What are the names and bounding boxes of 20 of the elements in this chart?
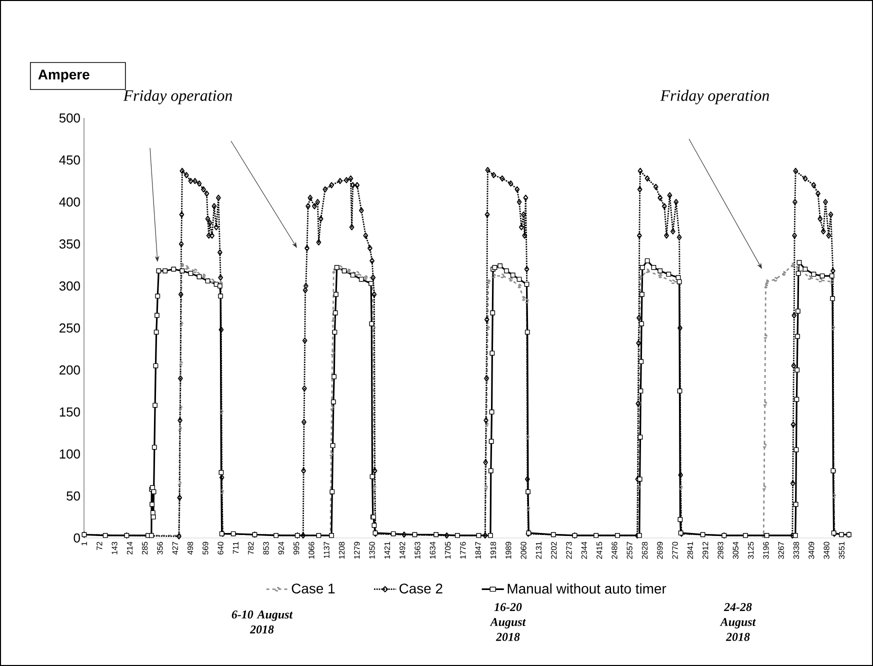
legend-label: Case 1 — [292, 584, 335, 594]
y-tick-label: 350 — [59, 239, 80, 249]
y-tick-label: 150 — [60, 407, 80, 417]
y-tick-label: 300 — [59, 281, 80, 291]
y-tick-label: 400 — [59, 197, 80, 207]
legend-label: Manual without auto timer — [508, 583, 666, 594]
y-tick-label: 250 — [60, 323, 80, 333]
text: Ampere — [38, 70, 90, 82]
y-tick-label: 500 — [59, 113, 80, 123]
text: 24-28 August 2018 — [720, 603, 756, 641]
y-tick-label: 200 — [60, 365, 80, 375]
legend-label: Case 2 — [400, 584, 442, 594]
text: Friday operation — [123, 90, 232, 104]
text: Friday operation — [660, 90, 770, 104]
y-tick-label: 50 — [66, 491, 80, 501]
y-tick-label: 100 — [60, 449, 80, 459]
y-tick-label: 0 — [74, 533, 80, 543]
text: 6-10 August 2018 — [232, 610, 293, 634]
text: 16-20 August 2018 — [490, 603, 526, 641]
y-tick-label: 450 — [59, 155, 80, 165]
